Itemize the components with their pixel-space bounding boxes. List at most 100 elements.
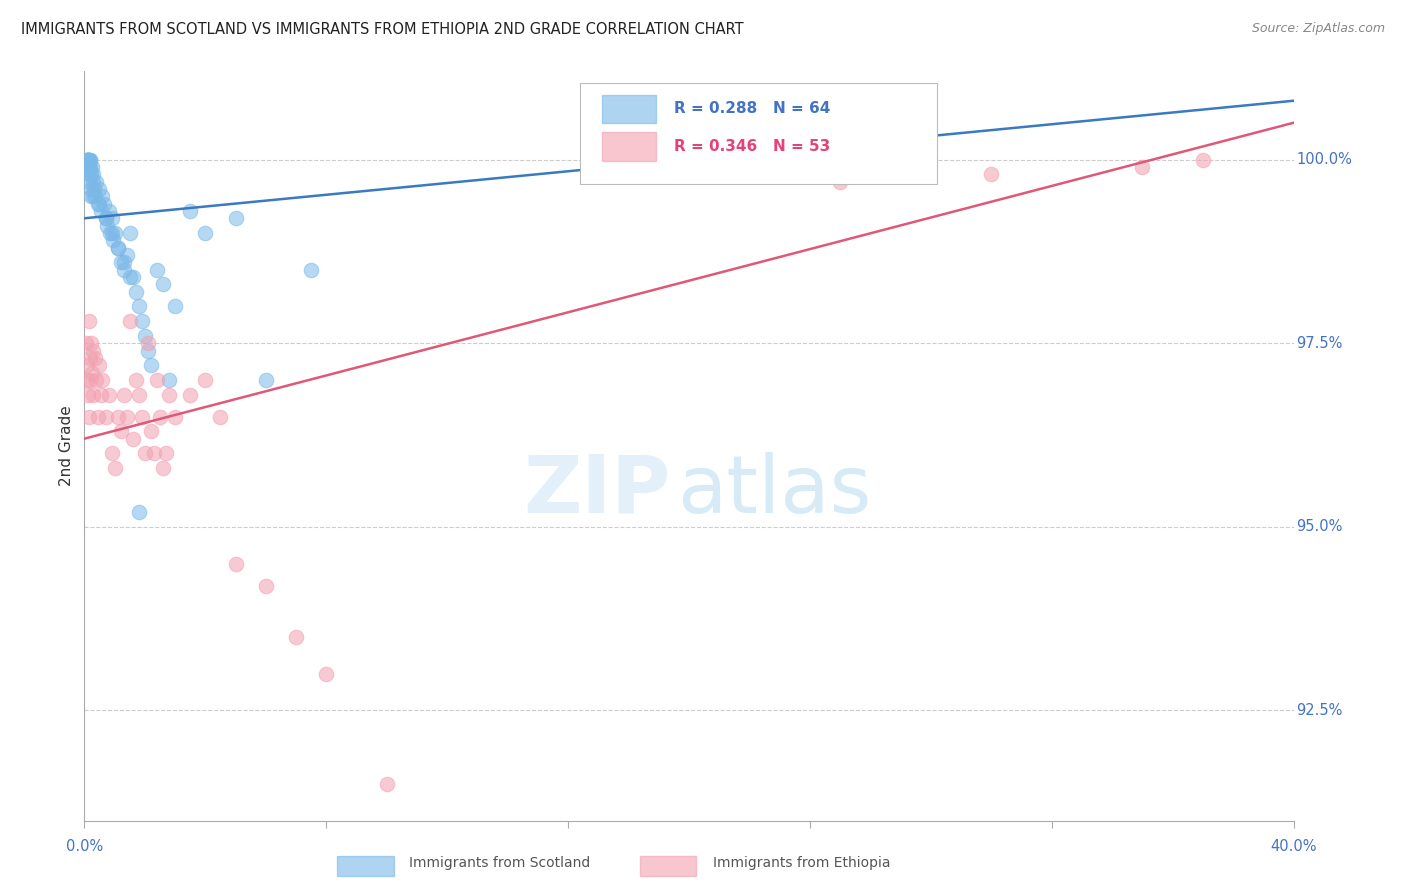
Point	[152, 461, 174, 475]
Point	[131, 314, 153, 328]
Point	[118, 270, 141, 285]
Point	[155, 446, 177, 460]
Point	[125, 285, 148, 299]
Point	[91, 189, 114, 203]
Point	[299, 262, 322, 277]
Point	[94, 211, 117, 226]
Point	[86, 373, 108, 387]
Point	[79, 351, 101, 365]
Text: Source: ZipAtlas.com: Source: ZipAtlas.com	[1251, 22, 1385, 36]
Point	[121, 432, 143, 446]
Point	[179, 387, 201, 401]
Point	[77, 387, 100, 401]
Point	[100, 226, 122, 240]
Point	[97, 387, 120, 401]
Point	[90, 203, 112, 218]
Point	[107, 241, 129, 255]
Point	[89, 182, 111, 196]
Point	[101, 233, 124, 247]
Point	[80, 336, 103, 351]
Point	[79, 153, 101, 167]
Point	[152, 277, 174, 292]
Point	[82, 175, 104, 189]
Point	[100, 446, 122, 460]
Point	[82, 387, 104, 401]
Point	[77, 153, 100, 167]
Point	[225, 211, 247, 226]
Text: 0.0%: 0.0%	[66, 839, 103, 855]
Point	[93, 196, 115, 211]
Point	[110, 255, 132, 269]
Point	[76, 153, 98, 167]
Point	[79, 153, 101, 167]
Point	[80, 182, 103, 196]
Point	[90, 387, 112, 401]
Point	[209, 409, 232, 424]
Point	[134, 328, 156, 343]
Point	[165, 300, 187, 314]
Point	[76, 153, 98, 167]
Point	[146, 373, 169, 387]
Point	[87, 196, 110, 211]
Point	[75, 336, 97, 351]
Point	[77, 160, 100, 174]
Point	[134, 446, 156, 460]
Text: 92.5%: 92.5%	[1296, 703, 1343, 718]
Point	[107, 241, 129, 255]
Point	[149, 409, 172, 424]
Point	[254, 578, 277, 592]
Point	[96, 219, 118, 233]
Point	[128, 387, 150, 401]
Y-axis label: 2nd Grade: 2nd Grade	[59, 406, 75, 486]
Point	[131, 409, 153, 424]
Text: 95.0%: 95.0%	[1296, 519, 1343, 534]
Point	[76, 373, 98, 387]
Point	[139, 358, 162, 372]
Point	[91, 373, 114, 387]
Point	[157, 373, 180, 387]
Point	[77, 153, 100, 167]
Point	[375, 777, 398, 791]
Point	[84, 189, 107, 203]
Point	[75, 160, 97, 174]
Point	[80, 167, 103, 181]
Point	[94, 409, 117, 424]
Point	[104, 461, 127, 475]
Point	[112, 255, 135, 269]
Point	[136, 343, 159, 358]
Point	[77, 314, 100, 328]
Text: 97.5%: 97.5%	[1296, 335, 1343, 351]
Point	[194, 373, 217, 387]
Point	[121, 270, 143, 285]
Text: ZIP: ZIP	[523, 452, 671, 530]
Text: R = 0.346   N = 53: R = 0.346 N = 53	[675, 139, 831, 153]
Point	[76, 358, 98, 372]
Point	[107, 409, 129, 424]
Point	[146, 262, 169, 277]
Point	[194, 226, 217, 240]
Point	[1192, 153, 1215, 167]
Point	[142, 446, 165, 460]
Point	[80, 160, 103, 174]
Point	[79, 373, 101, 387]
Point	[225, 557, 247, 571]
Point	[86, 175, 108, 189]
Point	[125, 373, 148, 387]
Point	[100, 211, 122, 226]
Point	[94, 211, 117, 226]
Point	[80, 189, 103, 203]
Point	[1130, 160, 1153, 174]
Point	[79, 160, 101, 174]
Point	[139, 425, 162, 439]
FancyBboxPatch shape	[602, 132, 657, 161]
Point	[315, 666, 337, 681]
Point	[97, 203, 120, 218]
Point	[84, 351, 107, 365]
Point	[115, 248, 138, 262]
Point	[82, 167, 104, 181]
Point	[104, 226, 127, 240]
Point	[165, 409, 187, 424]
Text: IMMIGRANTS FROM SCOTLAND VS IMMIGRANTS FROM ETHIOPIA 2ND GRADE CORRELATION CHART: IMMIGRANTS FROM SCOTLAND VS IMMIGRANTS F…	[21, 22, 744, 37]
Point	[89, 196, 111, 211]
Point	[77, 167, 100, 181]
